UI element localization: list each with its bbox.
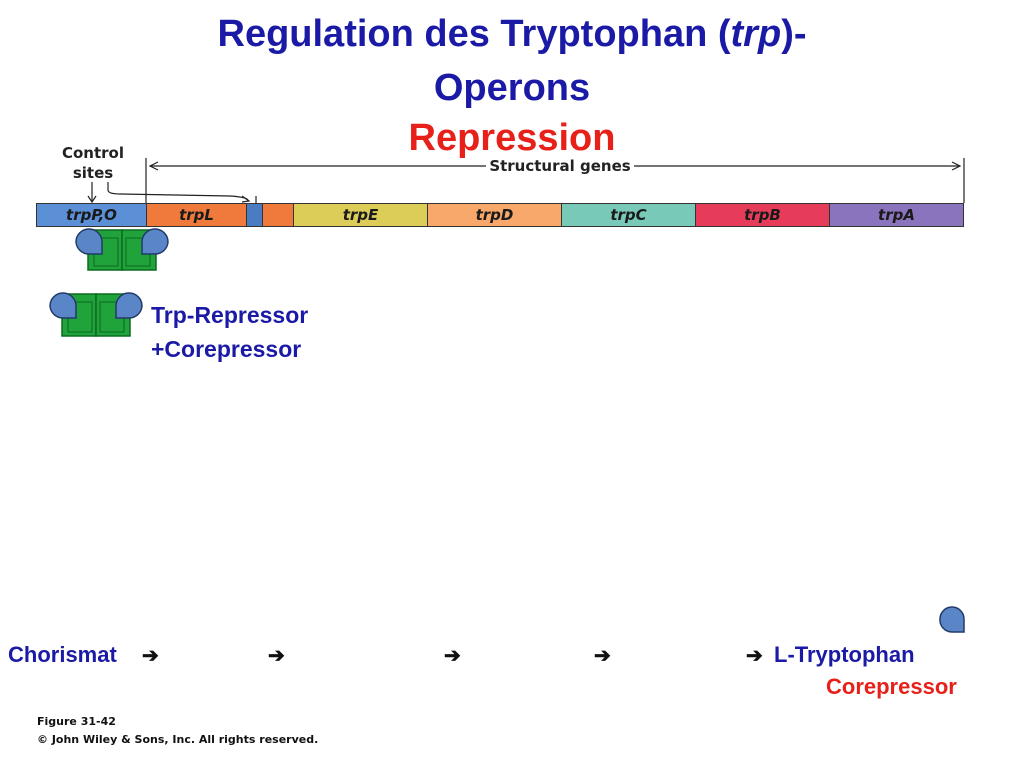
gene-trpPO: trpP,O — [36, 203, 147, 227]
pathway-end: L-Tryptophan — [774, 642, 915, 667]
legend-line2: +Corepressor — [151, 336, 302, 362]
title-line1-italic: trp — [730, 13, 782, 55]
control-sites-line1: Control — [61, 144, 124, 162]
pathway-start: Chorismat — [8, 642, 117, 667]
operon-bracket-lines — [87, 158, 965, 206]
corepressor-icon — [939, 606, 965, 633]
gene-trpB: trpB — [695, 203, 830, 227]
gene-trpD: trpD — [427, 203, 562, 227]
title-repression: Repression — [408, 117, 616, 159]
title-line1-suffix: )- — [781, 13, 807, 55]
figure-number: Figure 31-42 — [37, 715, 116, 728]
bound-repressor-complex-icon — [75, 228, 169, 271]
repressor-corepressor-icon — [49, 292, 143, 337]
figure-credit: Figure 31-42 © John Wiley & Sons, Inc. A… — [37, 713, 318, 749]
pathway-arrow-5: ➔ — [746, 645, 763, 667]
pathway-arrow-1: ➔ — [142, 645, 159, 667]
gene-trpC: trpC — [561, 203, 696, 227]
gene-trpA: trpA — [829, 203, 964, 227]
gene-trpE: trpE — [293, 203, 428, 227]
pathway-arrow-3: ➔ — [444, 645, 461, 667]
title-line2: Operons — [433, 67, 591, 109]
control-sites-label: Control sites — [48, 143, 138, 183]
pathway-arrow-4: ➔ — [594, 645, 611, 667]
page-title: Regulation des Tryptophan (trp)- — [0, 12, 1024, 56]
gene-leader-end — [262, 203, 294, 227]
corepressor-label: Corepressor — [826, 674, 957, 699]
title-line1-prefix: Regulation des Tryptophan ( — [217, 13, 731, 55]
legend-label: Trp-Repressor +Corepressor — [151, 298, 308, 366]
control-sites-line2: sites — [72, 164, 114, 182]
copyright-text: © John Wiley & Sons, Inc. All rights res… — [37, 733, 319, 746]
legend-line1: Trp-Repressor — [151, 302, 309, 328]
pathway-arrow-2: ➔ — [268, 645, 285, 667]
gene-attenuator — [246, 203, 263, 227]
structural-genes-label: Structural genes — [486, 156, 634, 176]
